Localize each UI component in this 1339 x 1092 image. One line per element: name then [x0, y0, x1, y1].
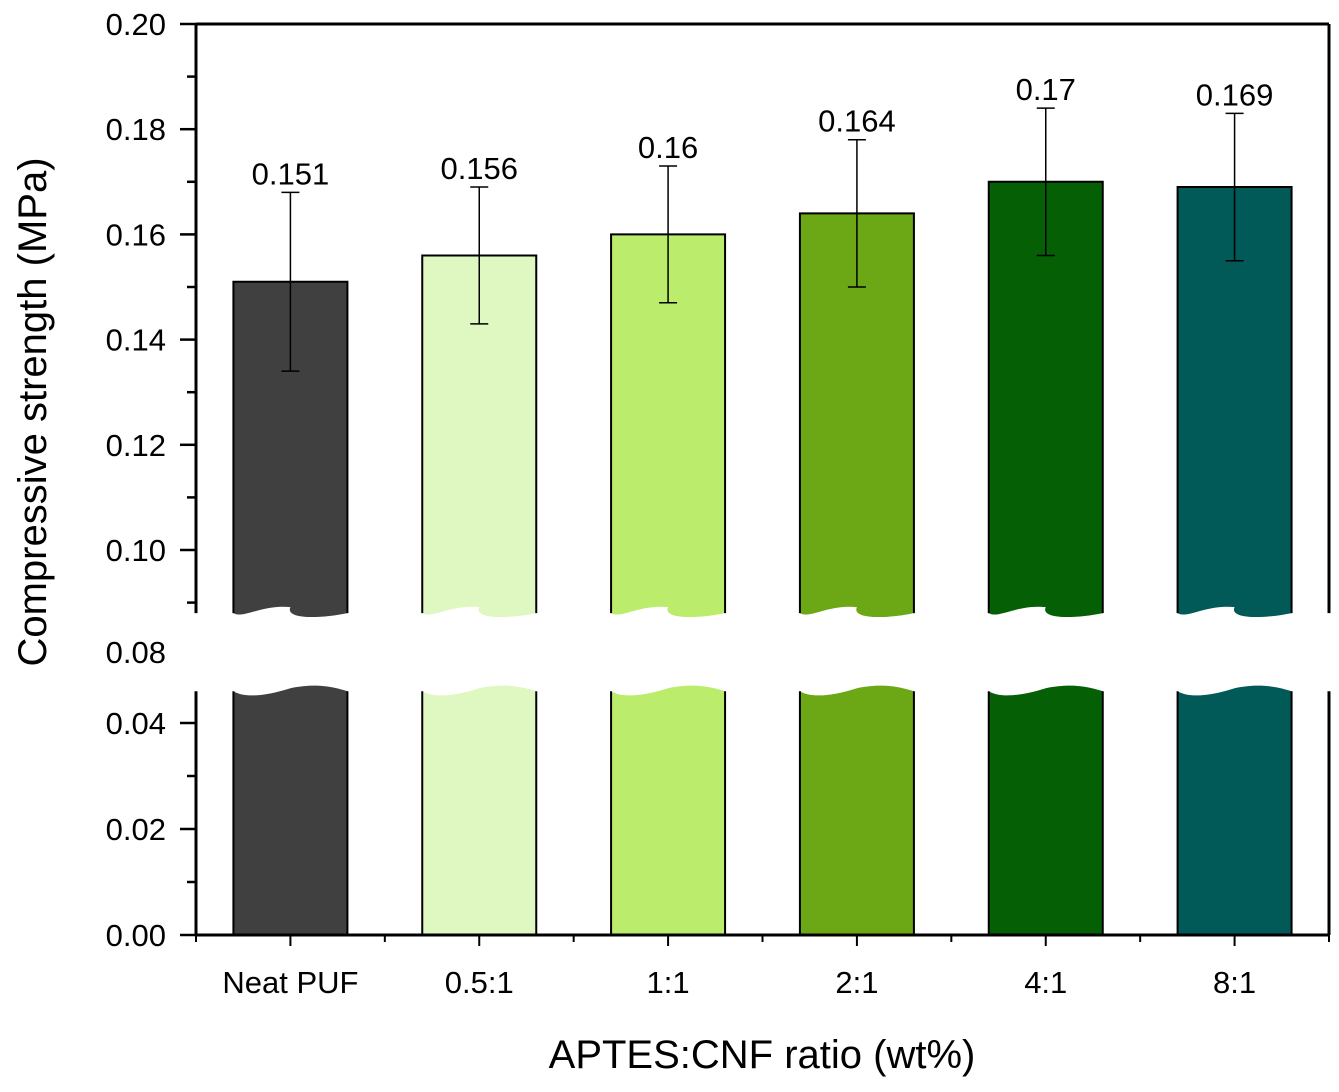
bar-outline-lower — [232, 691, 349, 935]
bar-lower — [422, 685, 537, 935]
bar-upper — [1177, 187, 1292, 618]
bar-outline-lower — [798, 691, 915, 935]
x-tick-label: 8:1 — [1213, 965, 1256, 1000]
y-tick-label: 0.14 — [106, 323, 166, 358]
data-label: 0.17 — [1016, 72, 1076, 107]
data-label: 0.164 — [818, 104, 896, 139]
bar-upper — [988, 181, 1103, 618]
y-tick-label: 0.12 — [106, 428, 166, 463]
bar-outline-lower — [1176, 691, 1293, 935]
bar-outline-lower — [610, 691, 727, 935]
bar-lower — [233, 685, 348, 935]
x-tick-label: 2:1 — [835, 965, 878, 1000]
bar-upper — [799, 213, 914, 618]
data-label: 0.16 — [638, 130, 698, 165]
y-tick-label: 0.02 — [106, 812, 166, 847]
x-tick-label: 0.5:1 — [445, 965, 514, 1000]
y-tick-label: 0.10 — [106, 533, 166, 568]
y-tick-label: 0.20 — [106, 7, 166, 42]
axes-layer — [180, 22, 1331, 946]
x-tick-label: 4:1 — [1024, 965, 1067, 1000]
bar-outline-lower — [987, 691, 1104, 935]
bar-upper — [611, 234, 726, 618]
y-tick-label: 0.04 — [106, 706, 166, 741]
bar-lower — [799, 685, 914, 935]
data-label: 0.169 — [1196, 77, 1274, 112]
bar-lower — [988, 685, 1103, 935]
y-break-label: 0.08 — [106, 635, 166, 670]
bar-outline-lower — [421, 691, 538, 935]
bar-upper — [233, 281, 348, 618]
x-tick-label: Neat PUF — [222, 965, 358, 1000]
bar-lower — [1177, 685, 1292, 935]
data-label: 0.156 — [440, 151, 518, 186]
data-label: 0.151 — [252, 156, 330, 191]
y-tick-label: 0.16 — [106, 217, 166, 252]
y-tick-label: 0.18 — [106, 112, 166, 147]
bar-upper — [422, 255, 537, 618]
bars-layer — [232, 107, 1293, 935]
x-tick-label: 1:1 — [647, 965, 690, 1000]
y-tick-label: 0.00 — [106, 918, 166, 953]
y-axis-title: Compressive strength (MPa) — [11, 157, 55, 666]
x-axis-title: APTES:CNF ratio (wt%) — [549, 1033, 976, 1077]
labels-layer: 0.151 Neat PUF 0.156 0.5:1 0.16 1:1 0.164 2:1 0.… — [106, 7, 1274, 1000]
bar-lower — [611, 685, 726, 935]
